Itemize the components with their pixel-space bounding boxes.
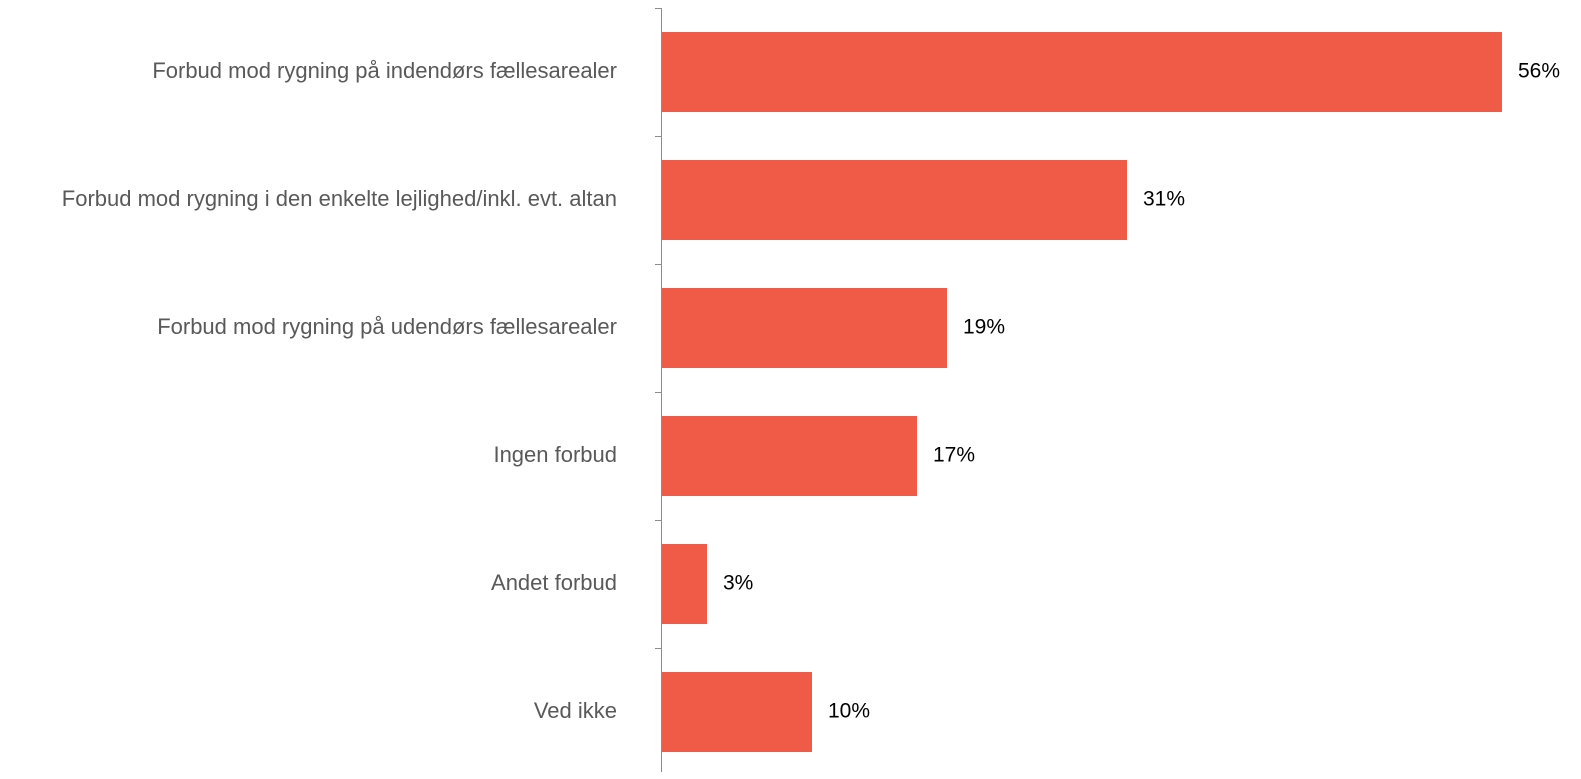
bar (662, 544, 707, 624)
value-label: 19% (963, 316, 1005, 339)
category-label: Forbud mod rygning i den enkelte lejligh… (62, 186, 617, 211)
category-label: Forbud mod rygning på indendørs fællesar… (152, 58, 617, 83)
value-label: 31% (1143, 188, 1185, 211)
bar (662, 416, 917, 496)
bar (662, 32, 1502, 112)
value-label: 17% (933, 444, 975, 467)
bar (662, 672, 812, 752)
category-label: Ingen forbud (493, 442, 617, 467)
value-label: 10% (828, 700, 870, 723)
bar (662, 288, 947, 368)
value-label: 56% (1518, 60, 1560, 83)
bar (662, 160, 1127, 240)
value-label: 3% (723, 572, 753, 595)
category-label: Andet forbud (491, 570, 617, 595)
category-label: Forbud mod rygning på udendørs fællesare… (157, 314, 617, 339)
category-label: Ved ikke (534, 698, 617, 723)
